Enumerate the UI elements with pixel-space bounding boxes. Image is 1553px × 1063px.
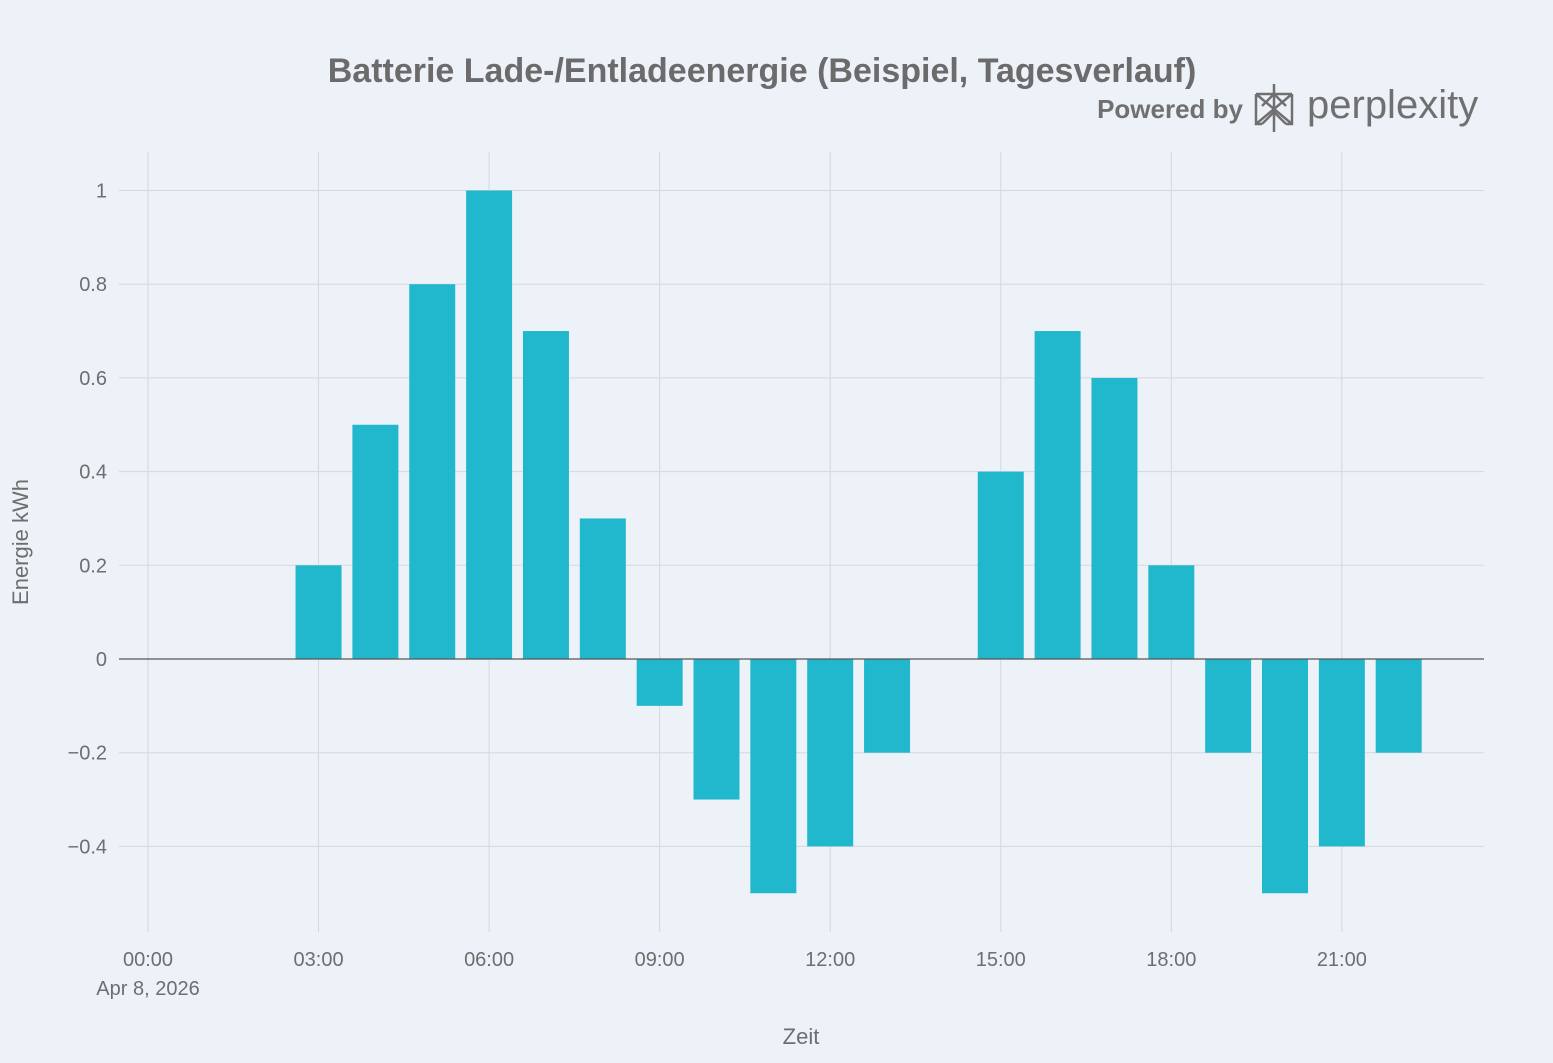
powered-by-label: Powered by [1097, 94, 1243, 124]
bar-0300[interactable] [295, 565, 342, 659]
x-tick-label: 03:00 [294, 949, 344, 971]
y-tick-label: −0.4 [68, 836, 107, 858]
y-tick-label: 0.4 [79, 462, 107, 484]
branding: Powered by perplexity [1097, 83, 1478, 132]
axes: 1 0.8 0.6 0.4 0.2 0 −0.2 −0.4 00:00 03:00 06:00 09:… [68, 181, 1484, 971]
bar-2100[interactable] [1318, 659, 1365, 847]
bars [295, 190, 1422, 894]
x-tick-label: 12:00 [805, 949, 855, 971]
x-tick-label: 18:00 [1146, 949, 1196, 971]
bar-1500[interactable] [977, 471, 1024, 659]
bar-1900[interactable] [1205, 659, 1252, 753]
bar-1200[interactable] [807, 659, 854, 847]
chart-title: Batterie Lade-/Entladeenergie (Beispiel,… [328, 52, 1197, 90]
bar-0800[interactable] [579, 518, 626, 659]
x-tick-label: 21:00 [1317, 949, 1367, 971]
bar-2000[interactable] [1262, 659, 1308, 894]
y-tick-label: 0.8 [79, 274, 107, 296]
bar-1700[interactable] [1091, 377, 1138, 659]
y-tick-label: 0.6 [79, 368, 107, 390]
bar-1800[interactable] [1148, 565, 1195, 659]
bar-0500[interactable] [409, 284, 456, 659]
bar-2200[interactable] [1375, 659, 1422, 753]
perplexity-wordmark: perplexity [1307, 83, 1478, 127]
y-tick-label: 1 [96, 181, 107, 203]
y-tick-label: −0.2 [68, 743, 107, 765]
y-axis-label: Energie kWh [8, 479, 33, 605]
x-tick-label: 00:00 [123, 949, 173, 971]
bar-0400[interactable] [352, 424, 399, 659]
perplexity-logo-icon [1254, 84, 1294, 132]
y-tick-label: 0 [96, 649, 107, 671]
bar-0600[interactable] [466, 190, 513, 660]
y-tick-label: 0.2 [79, 555, 107, 577]
x-tick-label: 06:00 [464, 949, 514, 971]
bar-1300[interactable] [864, 659, 911, 753]
x-axis-label: Zeit [783, 1024, 820, 1049]
x-tick-label: 15:00 [976, 949, 1026, 971]
x-tick-label: 09:00 [635, 949, 685, 971]
bar-0900[interactable] [636, 659, 683, 706]
bar-1100[interactable] [750, 659, 797, 894]
x-date-label: Apr 8, 2026 [96, 978, 199, 1000]
bar-0700[interactable] [522, 331, 569, 659]
bar-1600[interactable] [1034, 331, 1081, 659]
bar-1000[interactable] [693, 659, 740, 800]
